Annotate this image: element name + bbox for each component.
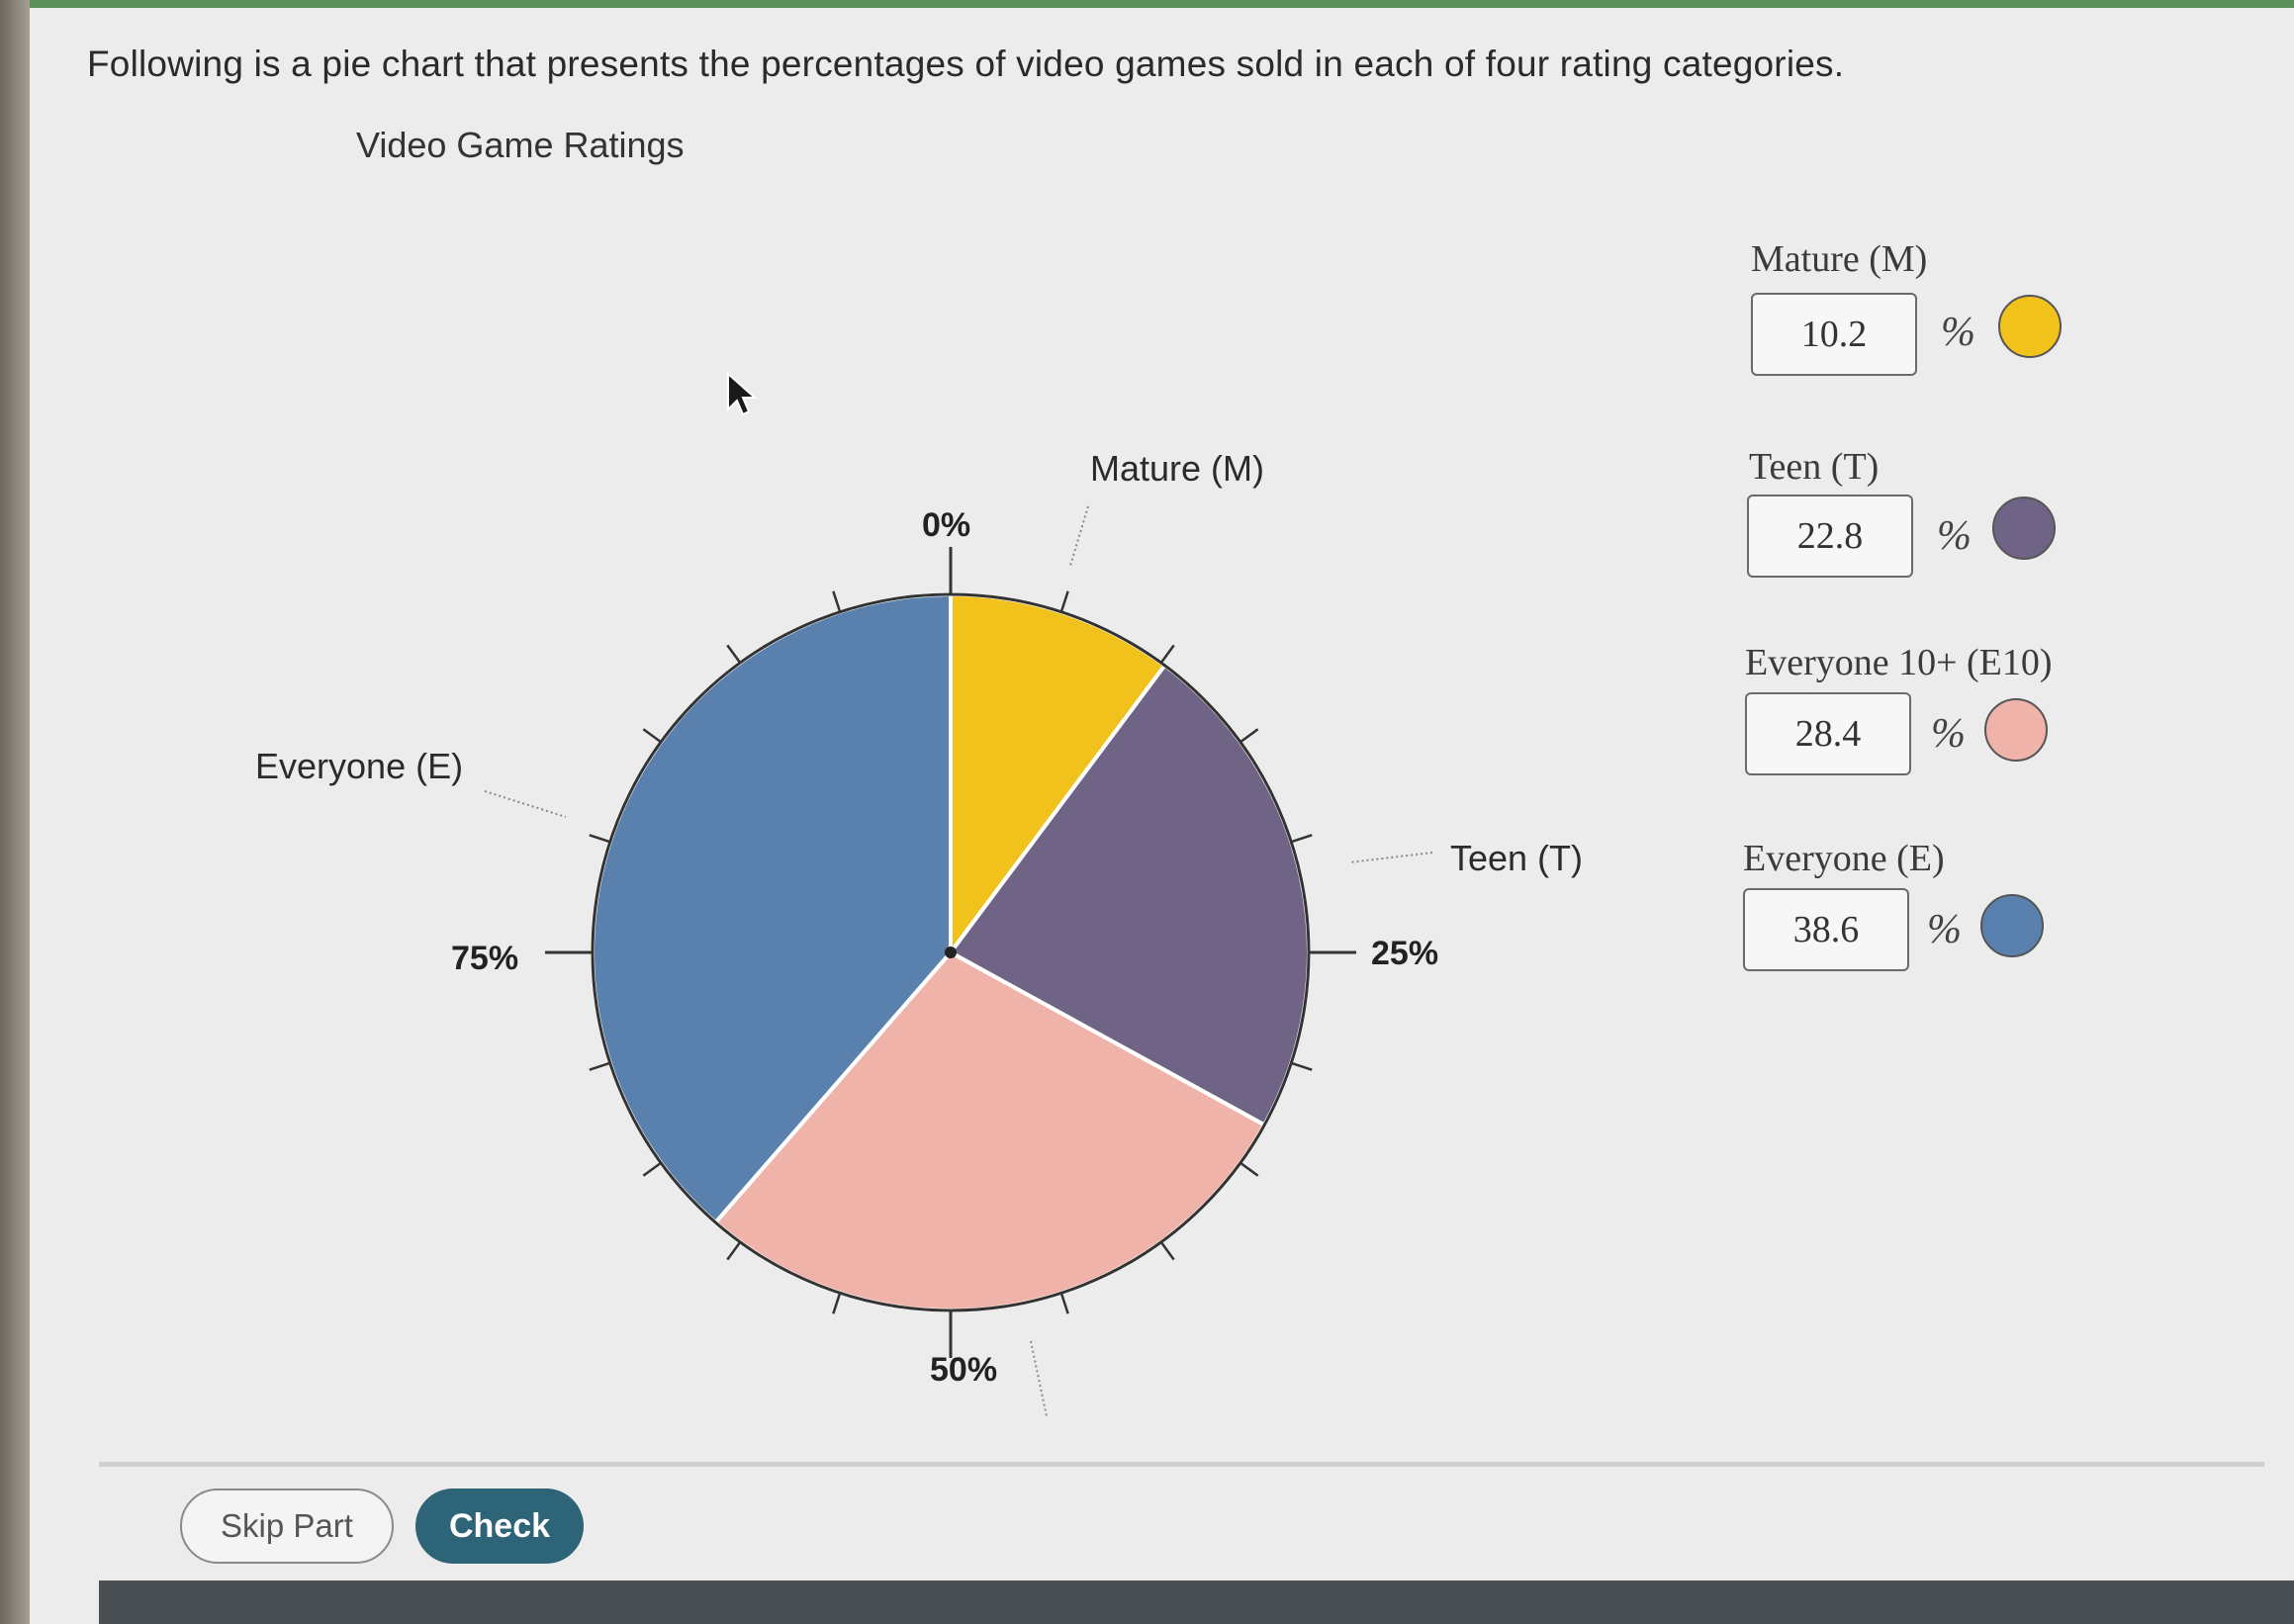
entry-input-teen[interactable]: 22.8 (1747, 495, 1913, 578)
tick-mark-6 (1290, 1061, 1313, 1071)
swatch-e10 (1984, 698, 2048, 762)
tick-mark-7 (1239, 1161, 1259, 1177)
tick-mark-14 (589, 1061, 611, 1071)
footer-divider (99, 1462, 2264, 1467)
tick-mark-4 (1290, 834, 1313, 844)
slice-leader-lines (484, 505, 1433, 1417)
swatch-everyone (1980, 894, 2044, 957)
slice-label-everyone: Everyone (E) (255, 746, 463, 786)
entry-input-everyone[interactable]: 38.6 (1743, 888, 1909, 971)
entry-input-e10[interactable]: 28.4 (1745, 692, 1911, 775)
mouse-cursor-icon (727, 371, 758, 416)
leader-line-3 (1030, 1340, 1048, 1417)
question-text: Following is a pie chart that presents t… (87, 44, 1845, 84)
pie-ticks (545, 547, 1356, 1358)
bottom-bar (99, 1580, 2294, 1624)
entry-label-e10: Everyone 10+ (E10) (1745, 642, 2053, 683)
slice-label-teen: Teen (T) (1450, 838, 1583, 878)
entry-unit-mature: % (1941, 310, 1975, 355)
entry-input-mature[interactable]: 10.2 (1751, 293, 1917, 376)
entry-label-everyone: Everyone (E) (1743, 838, 1945, 879)
leader-line-0 (1069, 505, 1089, 567)
entry-unit-teen: % (1937, 513, 1972, 559)
tick-mark-18 (726, 644, 742, 664)
tick-mark-11 (832, 1292, 842, 1314)
pie-slices (591, 591, 1311, 1312)
tick-mark-19 (832, 590, 842, 613)
slice-label-mature: Mature (M) (1090, 448, 1264, 489)
pct-mark-50: 50% (930, 1351, 997, 1389)
entry-label-teen: Teen (T) (1749, 446, 1880, 488)
tick-mark-9 (1059, 1292, 1069, 1314)
entry-unit-e10: % (1931, 711, 1966, 757)
tick-mark-8 (1159, 1241, 1175, 1261)
pct-mark-0: 0% (922, 506, 970, 544)
skip-part-button[interactable]: Skip Part (180, 1489, 394, 1564)
entry-unit-everyone: % (1927, 907, 1962, 952)
tick-mark-2 (1159, 644, 1175, 664)
tick-mark-3 (1239, 728, 1259, 744)
pct-mark-25: 25% (1371, 935, 1438, 972)
swatch-mature (1998, 295, 2062, 358)
tick-mark-17 (642, 728, 662, 744)
leader-line-1 (1348, 852, 1433, 863)
top-accent-bar (30, 0, 2294, 8)
tick-mark-13 (642, 1161, 662, 1177)
leader-line-2 (484, 790, 567, 818)
swatch-teen (1992, 496, 2056, 560)
entry-label-mature: Mature (M) (1751, 238, 1928, 280)
check-button[interactable]: Check (415, 1489, 584, 1564)
tick-mark-12 (726, 1241, 742, 1261)
pie-center-dot (945, 947, 957, 958)
pct-mark-75: 75% (451, 940, 518, 977)
chart-title: Video Game Ratings (356, 125, 685, 165)
tick-mark-16 (589, 834, 611, 844)
tick-mark-1 (1059, 590, 1069, 613)
